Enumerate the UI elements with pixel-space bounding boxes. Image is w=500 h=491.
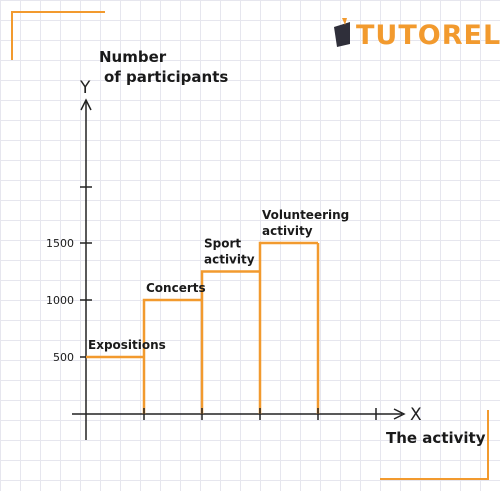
y-tick-label: 1500 <box>46 237 74 250</box>
y-ticks: 500 1000 1500 <box>46 237 92 364</box>
category-label-line: Expositions <box>88 338 166 352</box>
brand-logo-icon-accent <box>342 18 347 25</box>
category-label-line: Sport <box>204 237 241 251</box>
category-label-line: activity <box>262 224 313 238</box>
y-axis-title-line-1: Number <box>99 48 167 66</box>
y-tick-label: 1000 <box>46 294 74 307</box>
y-axis-letter: Y <box>79 78 91 98</box>
x-axis-letter: X <box>410 405 422 425</box>
x-ticks <box>143 408 377 420</box>
category-label: Concerts <box>146 281 206 295</box>
category-label: Expositions <box>88 338 166 352</box>
brand-logo-icon <box>334 22 350 47</box>
y-tick-label: 500 <box>53 351 74 364</box>
category-label-line: Concerts <box>146 281 206 295</box>
brand-name: TUTORELA <box>356 20 500 51</box>
category-label: Sport activity <box>204 237 255 267</box>
bar <box>258 241 318 272</box>
y-axis-title-line-2: of participants <box>104 68 228 86</box>
x-axis-arrow <box>393 408 406 420</box>
y-axis-title: Number of participants <box>99 48 228 86</box>
bars <box>86 241 320 414</box>
bar <box>200 270 260 300</box>
y-axis-arrow <box>80 98 92 111</box>
bar <box>142 298 202 357</box>
x-axis-title: The activity <box>386 429 486 447</box>
category-label-line: activity <box>204 253 255 267</box>
frame-corner-bottom-right <box>380 410 489 480</box>
category-label-line: Volunteering <box>262 208 349 222</box>
category-label: Volunteering activity <box>262 208 349 238</box>
frame-corner-top-left <box>11 11 105 60</box>
brand-logo: TUTORELA <box>334 18 500 51</box>
